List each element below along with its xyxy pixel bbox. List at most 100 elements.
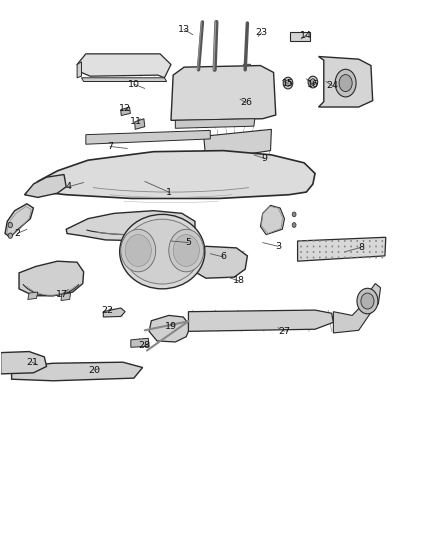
Ellipse shape: [335, 69, 356, 97]
Ellipse shape: [381, 240, 383, 242]
Ellipse shape: [363, 256, 364, 259]
Text: 9: 9: [262, 154, 268, 163]
Ellipse shape: [319, 245, 321, 247]
Ellipse shape: [344, 240, 346, 242]
Ellipse shape: [381, 245, 383, 247]
Ellipse shape: [307, 251, 308, 253]
Polygon shape: [290, 31, 310, 41]
Ellipse shape: [121, 229, 155, 272]
Text: 5: 5: [185, 238, 191, 247]
Ellipse shape: [344, 251, 346, 253]
Polygon shape: [103, 308, 125, 317]
Ellipse shape: [313, 256, 314, 259]
Ellipse shape: [308, 76, 318, 88]
Ellipse shape: [369, 251, 371, 253]
Polygon shape: [149, 316, 191, 342]
Ellipse shape: [286, 80, 290, 86]
Text: 8: 8: [358, 243, 364, 252]
Ellipse shape: [300, 245, 302, 247]
Polygon shape: [171, 66, 276, 120]
Ellipse shape: [319, 240, 321, 242]
Polygon shape: [297, 237, 386, 261]
Ellipse shape: [363, 245, 364, 247]
Ellipse shape: [357, 245, 358, 247]
Polygon shape: [175, 119, 255, 128]
Polygon shape: [86, 131, 210, 144]
Ellipse shape: [344, 256, 346, 259]
Ellipse shape: [325, 256, 327, 259]
Ellipse shape: [357, 240, 358, 242]
Text: 17: 17: [56, 289, 68, 298]
Ellipse shape: [363, 240, 364, 242]
Ellipse shape: [339, 75, 352, 92]
Ellipse shape: [332, 256, 333, 259]
Text: 1: 1: [166, 188, 172, 197]
Polygon shape: [135, 119, 145, 130]
Polygon shape: [318, 56, 373, 107]
Polygon shape: [77, 54, 171, 78]
Ellipse shape: [307, 240, 308, 242]
Ellipse shape: [361, 293, 374, 309]
Ellipse shape: [325, 240, 327, 242]
Ellipse shape: [310, 79, 315, 85]
Ellipse shape: [381, 256, 383, 259]
Text: 3: 3: [275, 242, 281, 251]
Ellipse shape: [313, 251, 314, 253]
Ellipse shape: [369, 256, 371, 259]
Ellipse shape: [369, 240, 371, 242]
Ellipse shape: [332, 245, 333, 247]
Ellipse shape: [350, 251, 352, 253]
Polygon shape: [188, 310, 333, 332]
Ellipse shape: [350, 245, 352, 247]
Ellipse shape: [357, 288, 378, 314]
Text: 24: 24: [326, 81, 339, 90]
Ellipse shape: [332, 251, 333, 253]
Ellipse shape: [307, 245, 308, 247]
Text: 28: 28: [139, 341, 151, 350]
Text: 10: 10: [128, 79, 140, 88]
Ellipse shape: [292, 212, 296, 217]
Text: 18: 18: [233, 276, 245, 285]
Ellipse shape: [125, 235, 151, 266]
Text: 22: 22: [102, 306, 114, 315]
Text: 2: 2: [14, 229, 20, 238]
Ellipse shape: [375, 245, 377, 247]
Ellipse shape: [357, 251, 358, 253]
Ellipse shape: [332, 240, 333, 242]
Text: 19: 19: [165, 321, 177, 330]
Text: 14: 14: [300, 31, 312, 40]
Polygon shape: [25, 174, 66, 197]
Text: 7: 7: [107, 142, 113, 151]
Ellipse shape: [300, 256, 302, 259]
Ellipse shape: [120, 214, 205, 289]
Ellipse shape: [313, 240, 314, 242]
Ellipse shape: [375, 251, 377, 253]
Ellipse shape: [313, 245, 314, 247]
Text: 16: 16: [307, 79, 319, 88]
Ellipse shape: [363, 251, 364, 253]
Polygon shape: [28, 292, 38, 300]
Polygon shape: [261, 205, 285, 235]
Text: 21: 21: [26, 358, 38, 367]
Text: 23: 23: [256, 28, 268, 37]
Text: 6: 6: [220, 253, 226, 261]
Ellipse shape: [338, 256, 339, 259]
Ellipse shape: [381, 251, 383, 253]
Polygon shape: [61, 293, 71, 301]
Ellipse shape: [375, 240, 377, 242]
Polygon shape: [193, 246, 247, 278]
Polygon shape: [12, 362, 143, 381]
Polygon shape: [1, 352, 46, 374]
Ellipse shape: [300, 240, 302, 242]
Text: 20: 20: [88, 366, 101, 375]
Polygon shape: [77, 62, 81, 78]
Ellipse shape: [325, 251, 327, 253]
Polygon shape: [81, 78, 166, 82]
Text: 27: 27: [279, 327, 290, 336]
Text: 26: 26: [240, 98, 252, 107]
Polygon shape: [25, 151, 315, 198]
Polygon shape: [131, 338, 149, 348]
Ellipse shape: [124, 219, 201, 284]
Ellipse shape: [8, 222, 12, 228]
Text: 4: 4: [65, 182, 71, 191]
